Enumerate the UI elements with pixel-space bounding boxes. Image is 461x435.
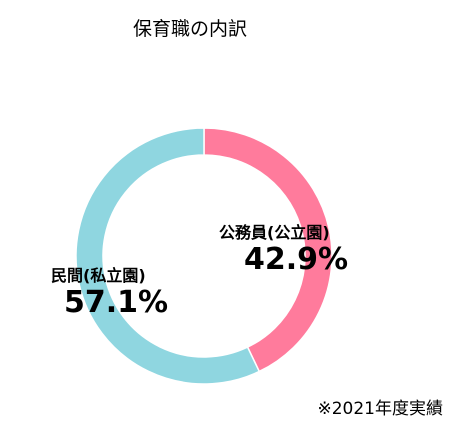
- slice-value-private: 57.1%: [64, 285, 169, 320]
- slice-label-private: 民間(私立園): [51, 266, 146, 285]
- chart-title: 保育職の内訳: [132, 18, 247, 40]
- slice-label-public: 公務員(公立園): [219, 223, 330, 242]
- donut-slice-private: [75, 127, 261, 385]
- slice-value-public: 42.9%: [244, 242, 349, 277]
- footnote: ※2021年度実績: [317, 399, 443, 419]
